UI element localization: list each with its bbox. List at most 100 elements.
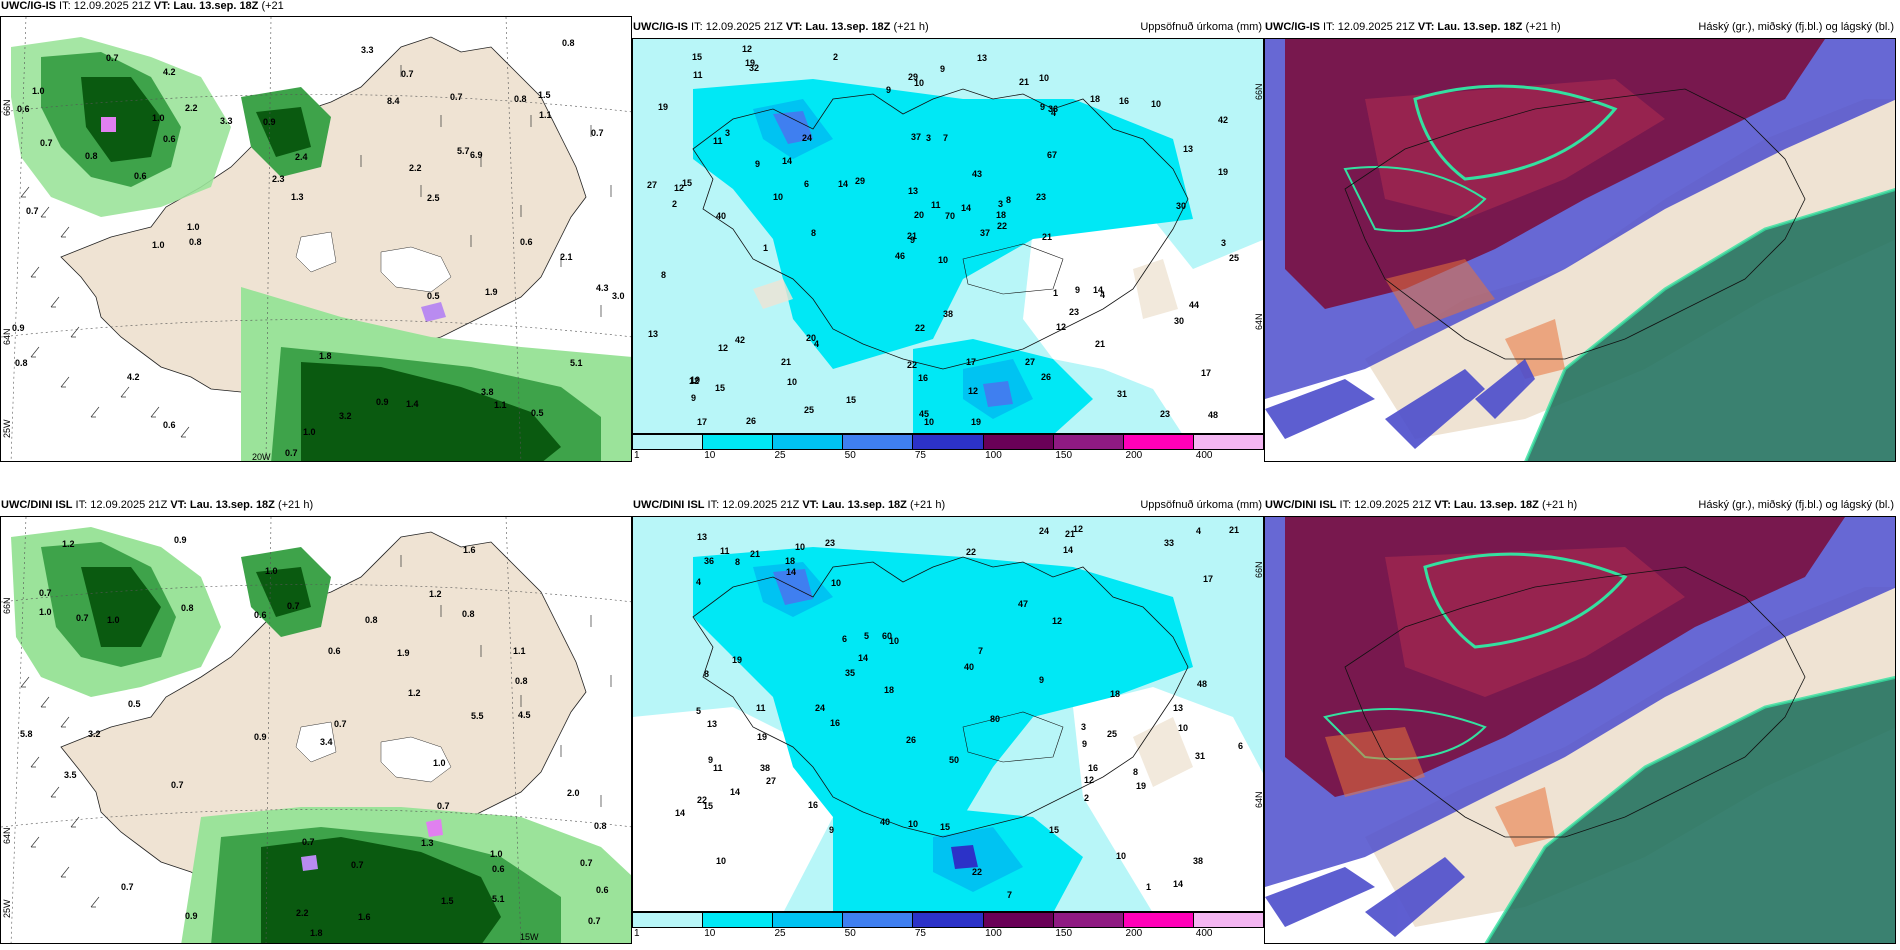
cloud-low <box>1486 677 1895 943</box>
map-value-label: 70 <box>945 211 956 221</box>
precip-10 <box>693 79 1193 369</box>
map-value-label: 1.4 <box>406 399 419 409</box>
map-value-label: 2.2 <box>409 163 422 173</box>
map-value-label: 1.8 <box>319 351 332 361</box>
colorbar-ticks: 1 10 25 50 75 100 150 200 400 <box>632 450 1264 462</box>
map-value-label: 0.8 <box>85 151 98 161</box>
map-value-label: 0.7 <box>40 138 53 148</box>
map-value-label: 9 <box>829 825 835 835</box>
map-value-label: 12 <box>1052 616 1063 626</box>
bottom-cloud-panel: UWC/DINI ISL IT: 12.09.2025 21Z VT: Lau.… <box>1264 478 1896 944</box>
precip-purple <box>426 819 443 837</box>
colorbar-tick-label: 50 <box>844 450 856 461</box>
map-value-label: 10 <box>1116 851 1127 861</box>
map-value-label: 3.4 <box>320 737 333 747</box>
panel-header: UWC/IG-IS IT: 12.09.2025 21Z VT: Lau. 13… <box>1264 16 1896 38</box>
map-value-label: 20 <box>806 333 817 343</box>
map-value-label: 23 <box>1036 192 1047 202</box>
iceland-land <box>60 531 587 888</box>
map-value-label: 10 <box>914 78 925 88</box>
map-value-label: 2.2 <box>185 103 198 113</box>
map-value-label: 1.1 <box>494 400 507 410</box>
model-name: UWC/DINI ISL <box>1 499 73 511</box>
lead-time: (+21 <box>261 0 284 12</box>
colorbar-tick-label: 50 <box>844 928 856 939</box>
map-value-label: 5.1 <box>570 358 583 368</box>
map-value-label: 2.2 <box>296 908 309 918</box>
map-value-label: 18 <box>996 210 1007 220</box>
colorbar-tick-label: 200 <box>1125 450 1143 461</box>
map-value-label: 14 <box>782 156 793 166</box>
map-value-label: 8 <box>811 228 817 238</box>
map-value-label: 2.4 <box>295 152 308 162</box>
map-value-label: 50 <box>949 755 960 765</box>
map-value-label: 40 <box>880 817 891 827</box>
valid-time: VT: Lau. 13.sep. 18Z <box>1417 21 1523 33</box>
map-value-label: 14 <box>961 203 972 213</box>
glacier <box>380 246 452 293</box>
valid-time: VT: Lau. 13.sep. 18Z <box>1434 499 1539 511</box>
map-value-label: 12 <box>968 386 979 396</box>
map-value-label: 2.5 <box>427 193 440 203</box>
precip-map-svg <box>633 517 1263 911</box>
cloud-low-edge <box>1484 675 1895 943</box>
map-value-label: 3.3 <box>220 116 233 126</box>
graticule <box>1 517 631 943</box>
map-value-label: 1 <box>763 243 769 253</box>
lat-label: 64N <box>2 328 12 345</box>
map-value-label: 0.6 <box>520 237 533 247</box>
wind-map: 0.7 0.6 2.5 1.0 0.8 0.7 0.5 0.8 1.5 3.0 4.3 2.2 5.7 4… <box>0 16 632 462</box>
map-value-label: 0.8 <box>515 676 528 686</box>
map-value-label: 0.5 <box>128 699 141 709</box>
map-value-label: 10 <box>773 192 784 202</box>
map-value-label: 10 <box>787 377 798 387</box>
colorbar-tick-label: 150 <box>1055 450 1073 461</box>
cloud-blue-streaks <box>1265 857 1465 937</box>
map-value-label: 1.2 <box>62 539 75 549</box>
precip-green-dark <box>81 567 161 647</box>
map-value-label: 12 <box>1056 322 1067 332</box>
bottom-precip-panel: UWC/DINI ISL IT: 12.09.2025 21Z VT: Lau.… <box>632 478 1264 944</box>
map-value-label: 1.5 <box>441 896 454 906</box>
graticule <box>1 17 631 461</box>
map-value-label: 2 <box>833 52 839 62</box>
map-value-label: 11 <box>713 136 723 146</box>
map-value-label: 9 <box>1082 739 1088 749</box>
map-value-label: 33 <box>1164 538 1175 548</box>
map-value-label: 0.8 <box>514 94 527 104</box>
map-value-label: 29 <box>908 72 919 82</box>
map-value-label: 1.5 <box>538 90 551 100</box>
map-value-label: 32 <box>749 63 760 73</box>
map-value-label: 11 <box>931 200 941 210</box>
colorbar-segment <box>1053 913 1124 927</box>
map-value-label: 0.9 <box>12 323 25 333</box>
map-value-label: 21 <box>1095 339 1106 349</box>
map-value-label: 10 <box>690 375 701 385</box>
map-value-label: 5 <box>864 631 870 641</box>
iceland-coast <box>1344 88 1806 360</box>
wind-barbs <box>20 555 612 908</box>
colorbar-segment <box>1053 435 1124 449</box>
top-cloud-panel: UWC/IG-IS IT: 12.09.2025 21Z VT: Lau. 13… <box>1264 0 1896 462</box>
map-value-label: 4 <box>814 339 820 349</box>
map-value-label: 0.7 <box>401 69 414 79</box>
map-value-label: 42 <box>1218 115 1229 125</box>
precip-green-dark <box>256 107 311 157</box>
cloud-orange <box>1495 787 1555 847</box>
map-value-label: 1.9 <box>485 287 498 297</box>
lat-label: 64N <box>1254 313 1264 330</box>
iceland-coast <box>692 88 1189 370</box>
map-value-label: 21 <box>750 549 761 559</box>
map-value-label: 21 <box>1019 77 1030 87</box>
colorbar-segment <box>913 435 984 449</box>
lead-time: (+21 h) <box>274 499 314 511</box>
panel-header: UWC/DINI ISL IT: 12.09.2025 21Z VT: Lau.… <box>632 494 1264 516</box>
map-value-label: 1.0 <box>152 113 165 123</box>
map-value-label: 2 <box>1084 793 1090 803</box>
map-value-label: 5.8 <box>20 729 33 739</box>
precip-colorbar <box>632 912 1264 928</box>
map-value-label: 3.2 <box>88 729 101 739</box>
map-value-label: 15 <box>703 801 714 811</box>
map-value-label: 46 <box>895 251 906 261</box>
map-value-label: 0.6 <box>492 864 505 874</box>
